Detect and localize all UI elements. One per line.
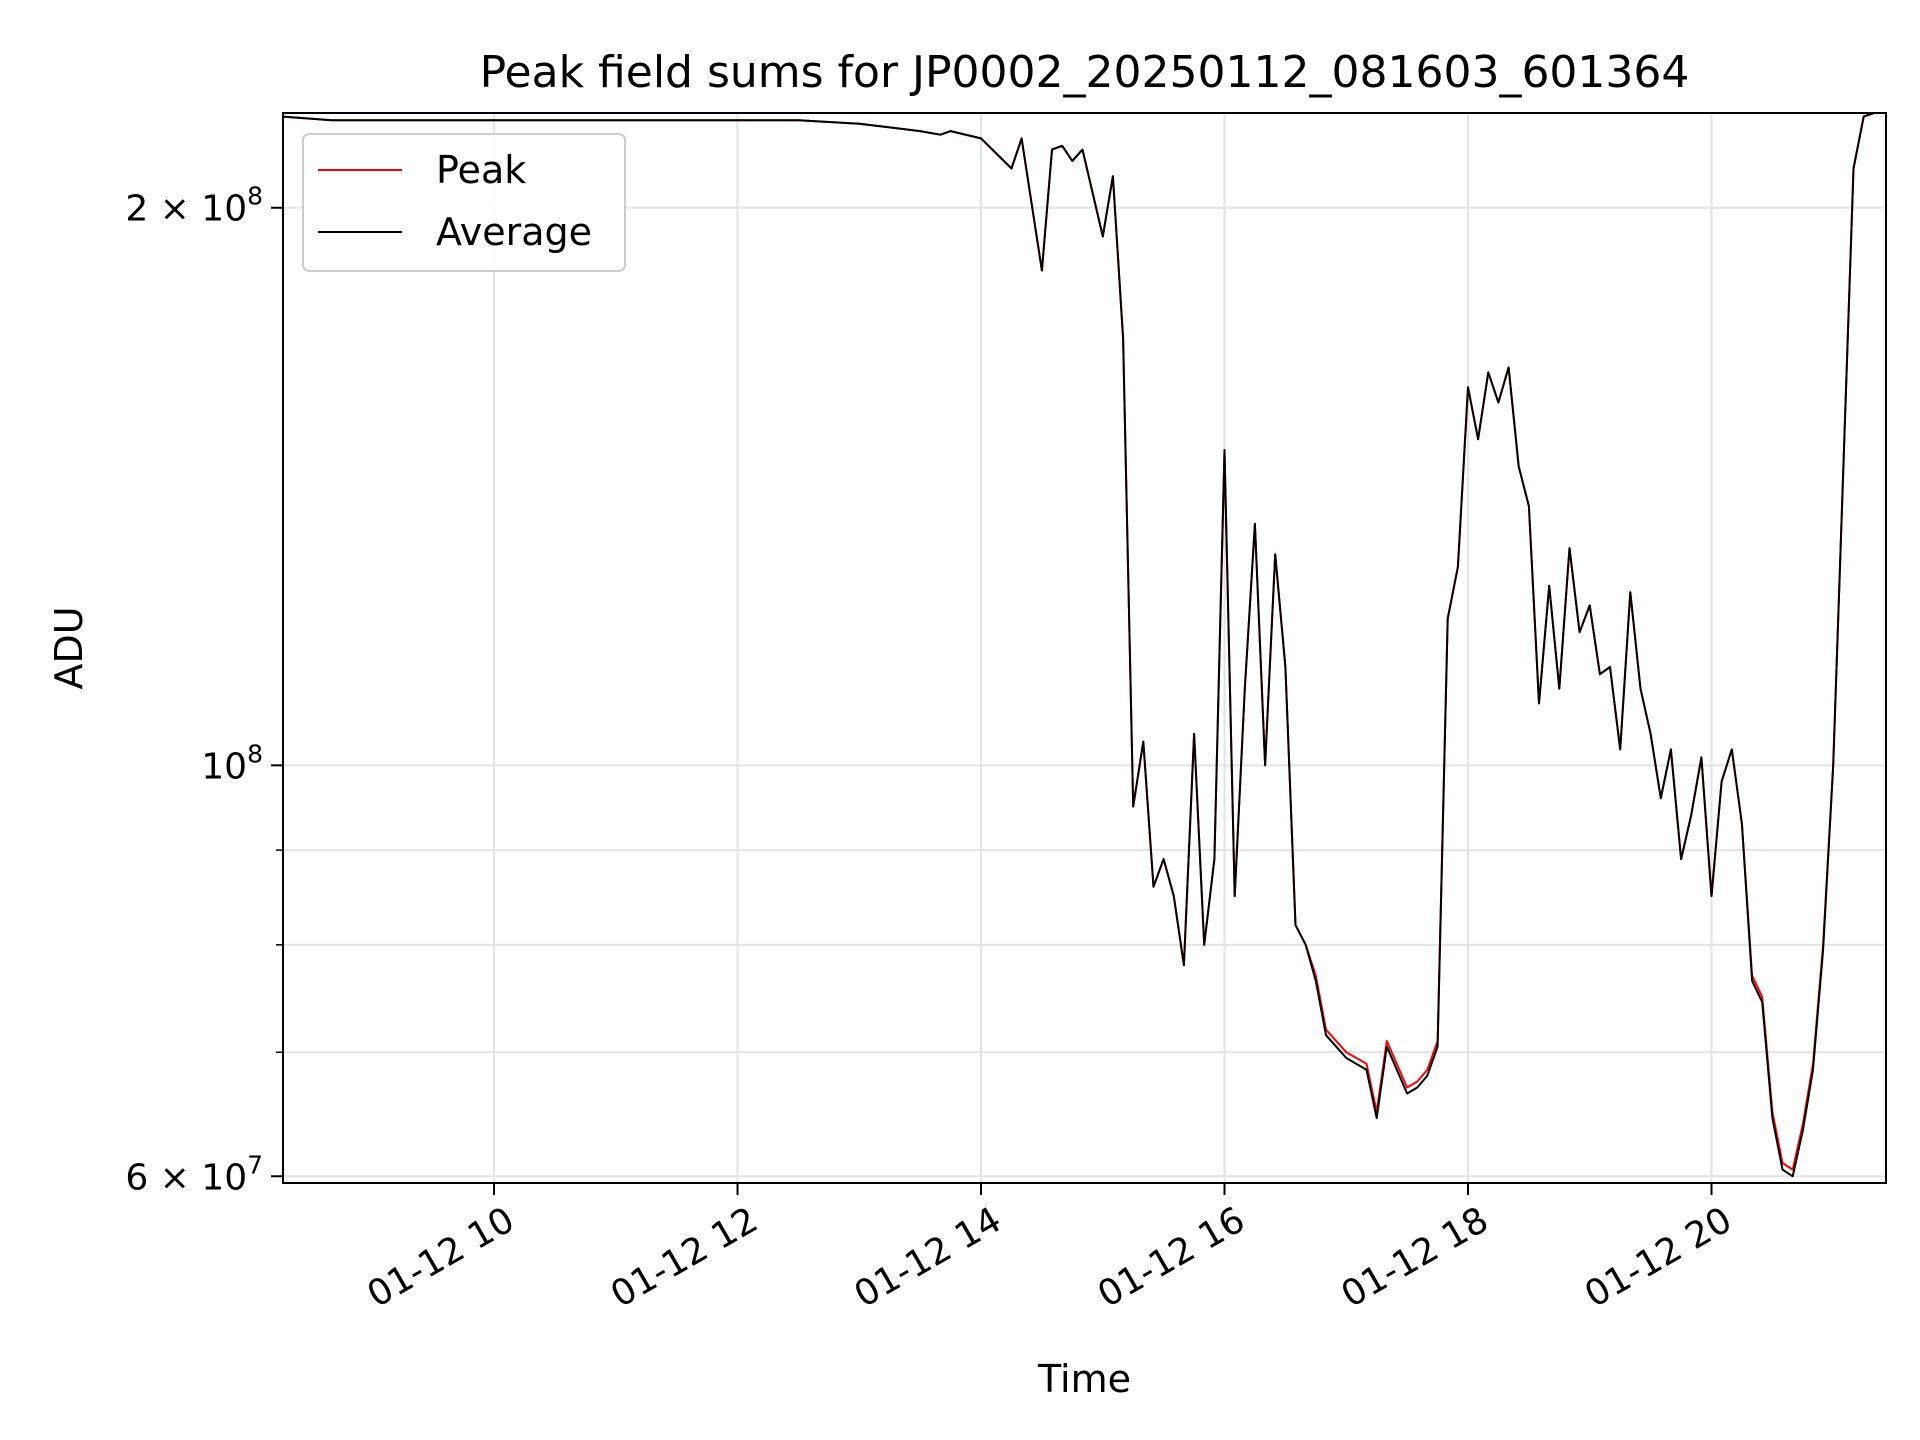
legend-box (302, 133, 626, 272)
legend-label-average: Average (436, 210, 592, 254)
y-tick-label: 2 × 108 (125, 182, 263, 230)
legend-label-peak: Peak (436, 148, 526, 192)
axes-frame (282, 112, 1887, 1184)
series-average-line (283, 113, 1886, 1178)
legend: Peak Average (302, 133, 626, 272)
chart-title: Peak field sums for JP0002_20250112_0816… (480, 47, 1690, 98)
y-axis-label: ADU (47, 606, 91, 689)
series-lines (283, 113, 1886, 1178)
x-axis-label: Time (1037, 1357, 1131, 1401)
y-tick-label: 108 (201, 739, 263, 787)
y-tick-label: 6 × 107 (125, 1150, 263, 1198)
